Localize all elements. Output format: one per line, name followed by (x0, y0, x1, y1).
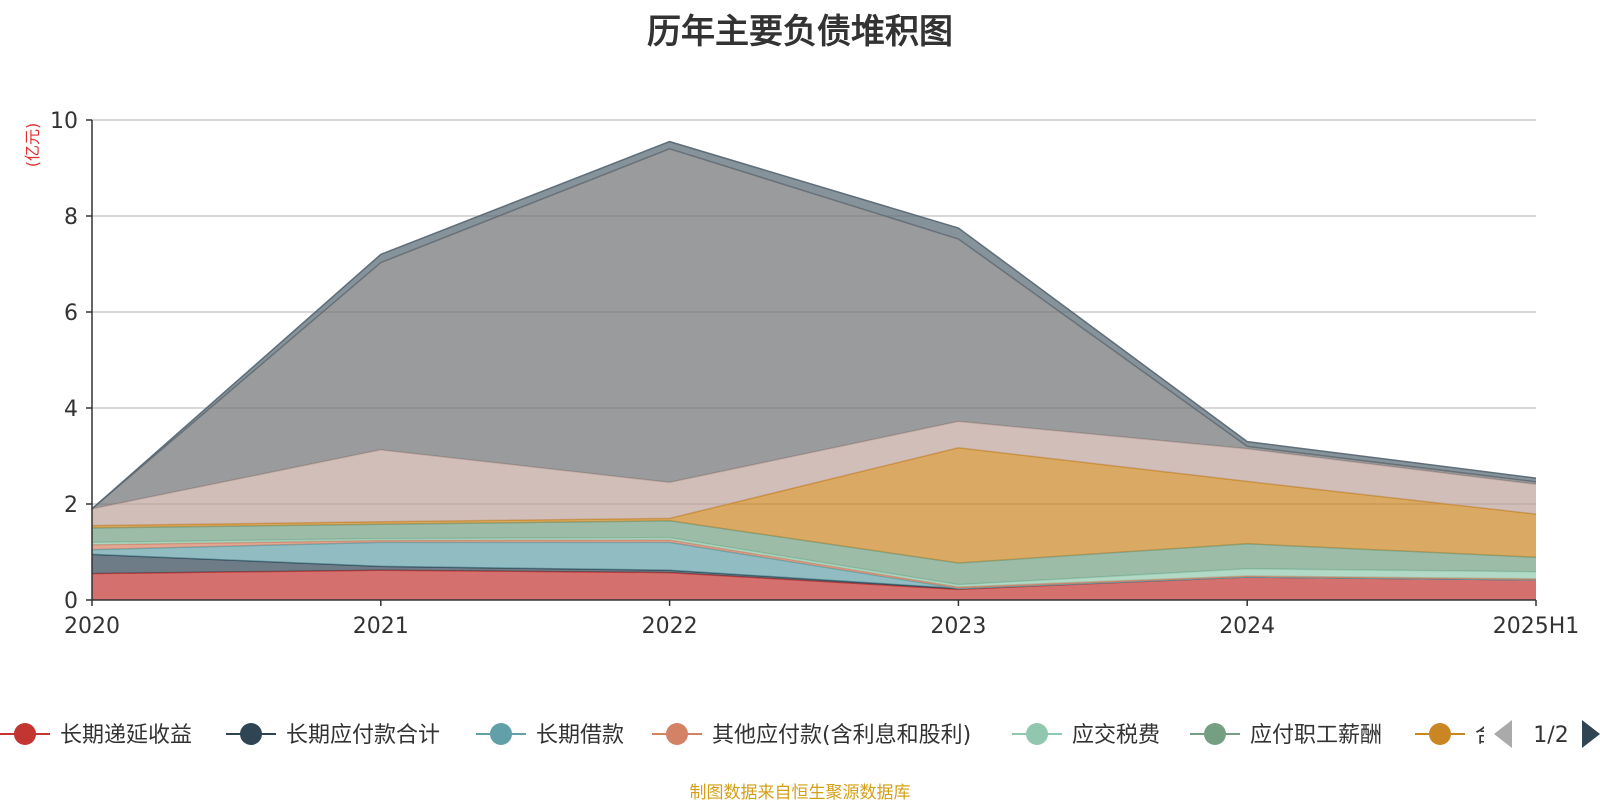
legend-marker-icon (666, 723, 688, 745)
legend-label: 长期递延收益 (60, 723, 192, 748)
legend: 长期递延收益 长期应付款合计 长期借款 其他应付款(含利息和股利) 应交税费 应付职工薪酬… (0, 723, 1563, 748)
area-layer (91, 140, 1537, 600)
x-tick-label: 2025H1 (1493, 614, 1580, 639)
legend-marker-icon (490, 723, 512, 745)
legend-label: 其他应付款(含利息和股利) (712, 723, 971, 748)
y-tick-label: 6 (64, 301, 78, 326)
legend-label: 应付职工薪酬 (1250, 723, 1382, 748)
legend-marker-icon (1204, 723, 1226, 745)
x-tick-label: 2024 (1219, 614, 1275, 639)
chart-title: 历年主要负债堆积图 (647, 12, 953, 52)
y-tick-label: 10 (50, 109, 78, 134)
area-line-series-9 (91, 140, 1537, 510)
legend-item[interactable]: 合同负债 (1415, 723, 1563, 748)
legend-pager: 1/2 (1494, 720, 1600, 748)
legend-label: 合同负债 (1475, 723, 1563, 748)
legend-item[interactable]: 应付职工薪酬 (1190, 723, 1382, 748)
legend-label: 长期应付款合计 (286, 723, 440, 748)
y-tick-label: 4 (64, 397, 78, 422)
area-series-6 (92, 447, 1536, 563)
legend-page-indicator: 1/2 (1533, 723, 1568, 748)
y-tick-label: 2 (64, 493, 78, 518)
legend-item[interactable]: 长期应付款合计 (226, 723, 440, 748)
legend-label: 应交税费 (1072, 723, 1160, 748)
area-series-4 (92, 537, 1536, 587)
footer-source-note: 制图数据来自恒生聚源数据库 (689, 783, 911, 803)
legend-label: 长期借款 (536, 723, 624, 748)
legend-item[interactable]: 其他应付款(含利息和股利) (652, 723, 971, 748)
area-series-8 (92, 148, 1536, 509)
area-series-5 (92, 520, 1536, 585)
area-series-7 (92, 421, 1536, 526)
legend-marker-icon (240, 723, 262, 745)
legend-item[interactable]: 长期借款 (476, 723, 624, 748)
y-tick-label: 0 (64, 589, 78, 614)
legend-next-icon[interactable] (1582, 720, 1600, 748)
legend-marker-icon (1429, 723, 1451, 745)
legend-prev-icon[interactable] (1494, 720, 1512, 748)
area-series-0 (92, 570, 1536, 600)
legend-marker-icon (14, 723, 36, 745)
legend-item[interactable]: 应交税费 (1012, 723, 1160, 748)
x-tick-label: 2023 (930, 614, 986, 639)
y-unit-label: (亿元) (23, 123, 42, 168)
x-tick-label: 2021 (353, 614, 409, 639)
x-tick-label: 2022 (642, 614, 698, 639)
legend-marker-icon (1026, 723, 1048, 745)
x-tick-label: 2020 (64, 614, 120, 639)
axis-layer: 0 2 4 6 8 10 2020 2021 2022 2023 2024 2025H1 (50, 109, 1579, 639)
area-series-9 (92, 141, 1536, 509)
y-tick-label: 8 (64, 205, 78, 230)
legend-item[interactable]: 长期递延收益 (0, 723, 192, 748)
